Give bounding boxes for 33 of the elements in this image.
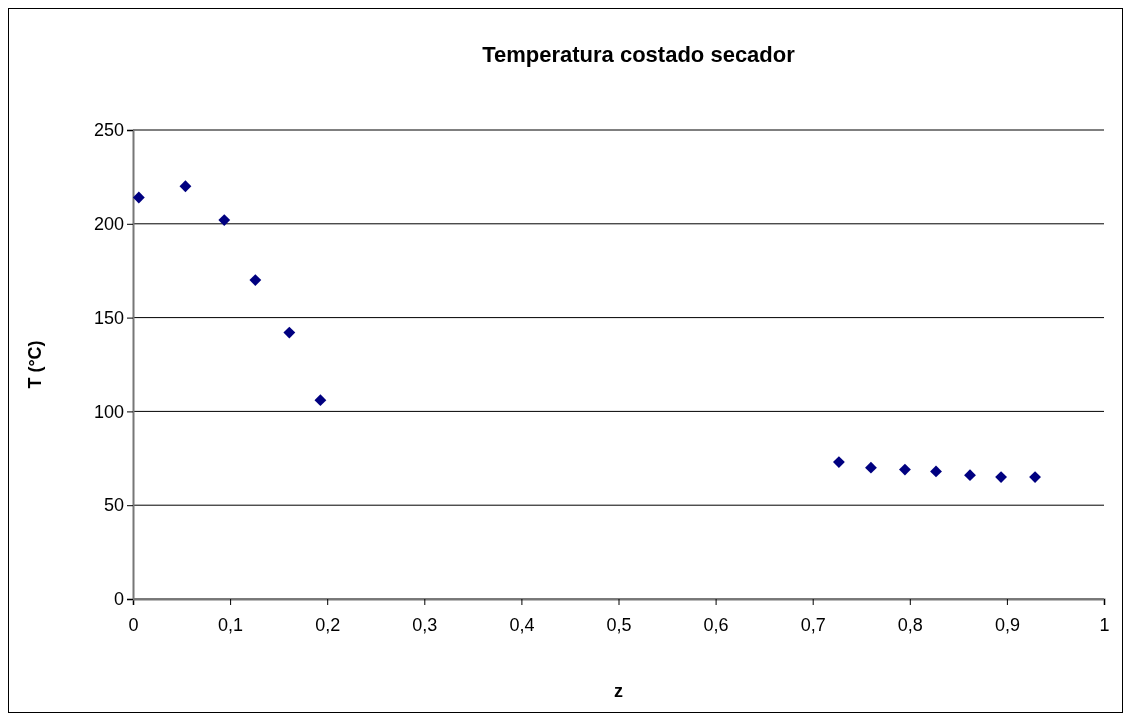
x-tick-label: 0,2 [315, 615, 341, 636]
point [1029, 471, 1041, 483]
point [283, 326, 296, 339]
point [314, 394, 327, 407]
y-axis-title: T (°C) [25, 340, 45, 389]
y-tick-label: 150 [93, 307, 124, 328]
y-tick-label: 250 [93, 120, 124, 141]
point [249, 274, 262, 286]
y-tick-label: 200 [93, 214, 124, 235]
point [930, 465, 942, 478]
point [218, 214, 231, 226]
y-tick-label: 50 [103, 495, 124, 516]
x-tick-label: 0,3 [412, 615, 438, 636]
x-axis-title: z [614, 681, 623, 701]
point [179, 180, 192, 193]
point [964, 469, 976, 482]
x-tick-label: 0,8 [897, 615, 923, 636]
x-tick-label: 0,7 [800, 615, 826, 636]
x-tick-label: 0,5 [606, 615, 632, 636]
x-tick-label: 0,4 [509, 615, 535, 636]
x-tick-label: 0,6 [703, 615, 729, 636]
x-tick-label: 0 [128, 615, 139, 636]
x-tick-label: 0,1 [218, 615, 244, 636]
point [132, 191, 145, 204]
x-tick-label: 0,9 [994, 615, 1020, 636]
point [995, 471, 1007, 483]
point [899, 463, 911, 476]
x-tick-label: 1 [1099, 615, 1110, 636]
point [865, 461, 877, 474]
y-tick-label: 0 [113, 589, 124, 610]
chart-title: Temperatura costado secador [482, 42, 796, 67]
y-tick-label: 100 [93, 401, 124, 422]
point [833, 456, 845, 468]
